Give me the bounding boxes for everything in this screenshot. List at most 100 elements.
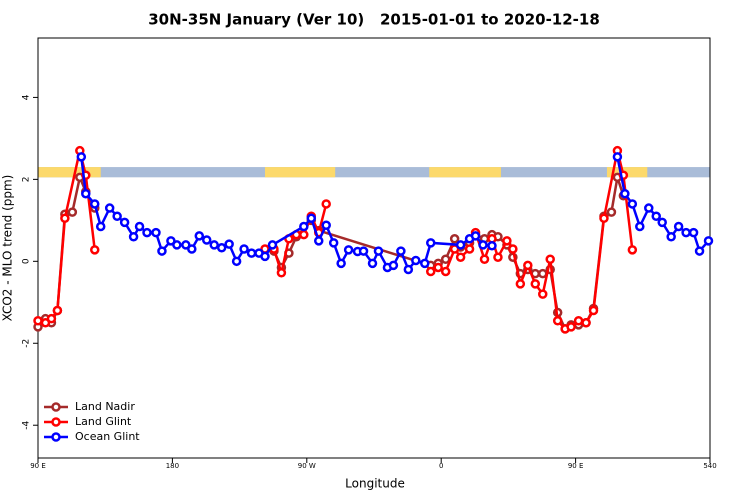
data-point [388, 260, 399, 271]
legend-label: Land Glint [75, 415, 132, 428]
data-point [89, 199, 100, 209]
data-point [673, 221, 684, 232]
data-point [635, 221, 645, 232]
x-axis-label: Longitude [345, 477, 405, 491]
data-point [209, 240, 219, 250]
land-band [264, 167, 336, 178]
data-point [566, 322, 576, 332]
data-point [306, 213, 317, 224]
data-point [81, 188, 91, 199]
data-point [688, 227, 699, 238]
data-point [420, 258, 430, 269]
x-tick-label: 90 W [298, 462, 316, 470]
data-point [95, 221, 106, 232]
data-point [433, 262, 443, 273]
data-point [455, 252, 466, 262]
data-point [276, 268, 287, 278]
data-point [620, 188, 630, 199]
data-point [40, 318, 51, 328]
data-point [651, 211, 661, 221]
ocean-band [38, 167, 710, 178]
data-point [515, 279, 526, 289]
data-point [260, 251, 270, 262]
data-point [299, 221, 309, 232]
data-point [128, 231, 139, 242]
data-point [455, 240, 466, 250]
data-point [545, 254, 555, 265]
y-tick-label: 0 [22, 258, 32, 264]
data-point [187, 244, 197, 254]
legend-label: Ocean Glint [75, 430, 140, 443]
data-point [396, 246, 406, 256]
data-point [657, 217, 667, 228]
data-point [299, 229, 309, 240]
data-point [537, 289, 548, 299]
data-point [246, 248, 257, 258]
data-point [666, 231, 676, 242]
data-point [267, 240, 278, 250]
data-point [537, 268, 548, 279]
plot-frame [37, 37, 711, 459]
legend-label: Land Nadir [75, 400, 135, 413]
data-point [358, 246, 369, 256]
land-band [38, 167, 101, 178]
data-point [231, 256, 242, 267]
data-point [530, 279, 541, 289]
data-point [134, 221, 145, 232]
legend: Land Nadir Land Glint Ocean Glint [44, 400, 140, 443]
data-point [440, 254, 451, 265]
data-point [224, 239, 234, 249]
data-point [644, 203, 654, 213]
legend-marker [51, 432, 61, 442]
x-tick-label: 90 E [30, 462, 46, 470]
data-point [487, 240, 497, 251]
data-point [46, 313, 57, 324]
legend-marker [51, 417, 61, 427]
data-point [425, 266, 436, 277]
data-point [112, 211, 122, 221]
x-tick-label: 180 [166, 462, 179, 470]
data-point [523, 260, 533, 271]
data-point [411, 255, 421, 266]
data-point [367, 258, 378, 269]
data-point [502, 236, 512, 246]
data-point [681, 227, 691, 238]
data-point [313, 236, 324, 246]
data-point [201, 235, 212, 245]
data-point [142, 227, 152, 238]
data-point [694, 246, 705, 256]
data-point [336, 258, 346, 269]
data-point [181, 240, 191, 250]
data-point [403, 264, 414, 275]
data-point [606, 207, 617, 217]
data-point [172, 240, 182, 250]
data-point [552, 315, 563, 326]
y-axis-label: XCO2 - MLO trend (ppm) [1, 175, 15, 322]
land-band [606, 167, 648, 178]
x-tick-label: 0 [439, 462, 443, 470]
data-point [151, 227, 161, 238]
chart-title: 30N-35N January (Ver 10) 2015-01-01 to 2… [148, 11, 600, 29]
data-point [479, 254, 490, 265]
y-tick-label: -4 [22, 420, 32, 429]
data-point [703, 236, 714, 246]
data-point [52, 305, 63, 316]
data-point [104, 203, 115, 213]
data-point [119, 217, 130, 228]
data-point [67, 207, 78, 217]
data-point [581, 318, 591, 328]
data-point [612, 152, 623, 162]
land-band [429, 167, 501, 178]
data-point [599, 213, 609, 224]
data-point [478, 240, 488, 250]
data-point [449, 234, 460, 244]
data-point [89, 245, 100, 255]
data-point [588, 305, 599, 316]
data-point [508, 244, 518, 254]
series-line [37, 173, 625, 331]
data-point [321, 199, 331, 209]
x-tick-label: 540 [703, 462, 716, 470]
data-point [328, 238, 339, 248]
data-point [33, 315, 43, 326]
